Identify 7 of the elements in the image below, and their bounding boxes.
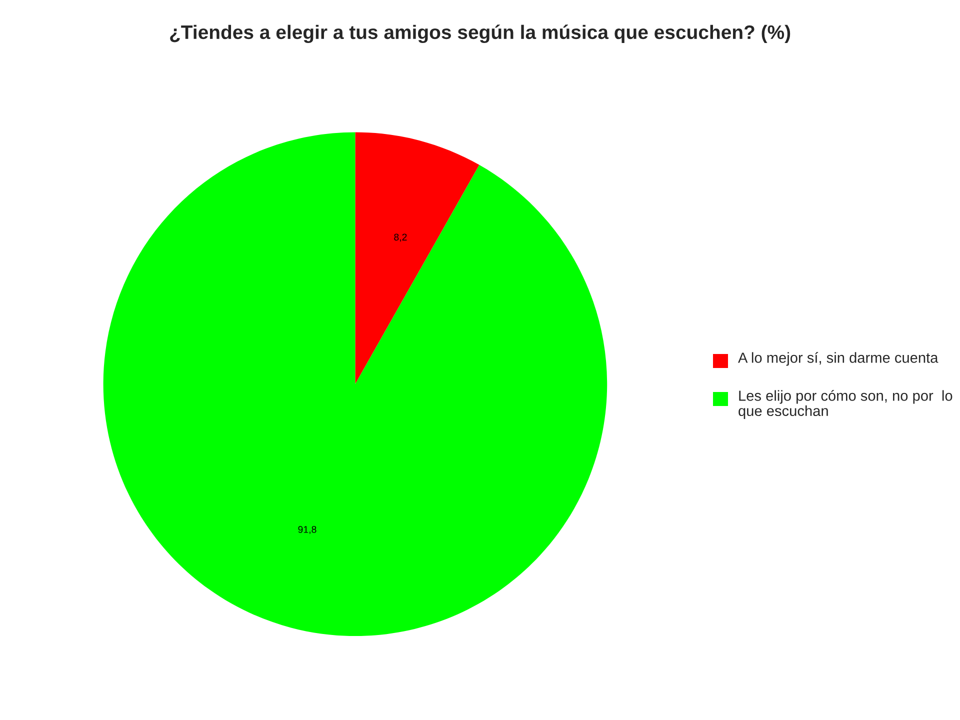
data-label: 91,8 [298, 526, 316, 534]
pie-slice [103, 132, 608, 636]
legend-label: A lo mejor sí, sin darme cuenta [738, 352, 938, 366]
chart-title: ¿Tiendes a elegir a tus amigos según la música que escuchen? (%) [170, 24, 790, 44]
pie-slice [355, 132, 480, 384]
data-label: 8,2 [394, 234, 407, 242]
legend-label: Les elijo por cómo son, no por lo que escuchan [738, 390, 952, 419]
